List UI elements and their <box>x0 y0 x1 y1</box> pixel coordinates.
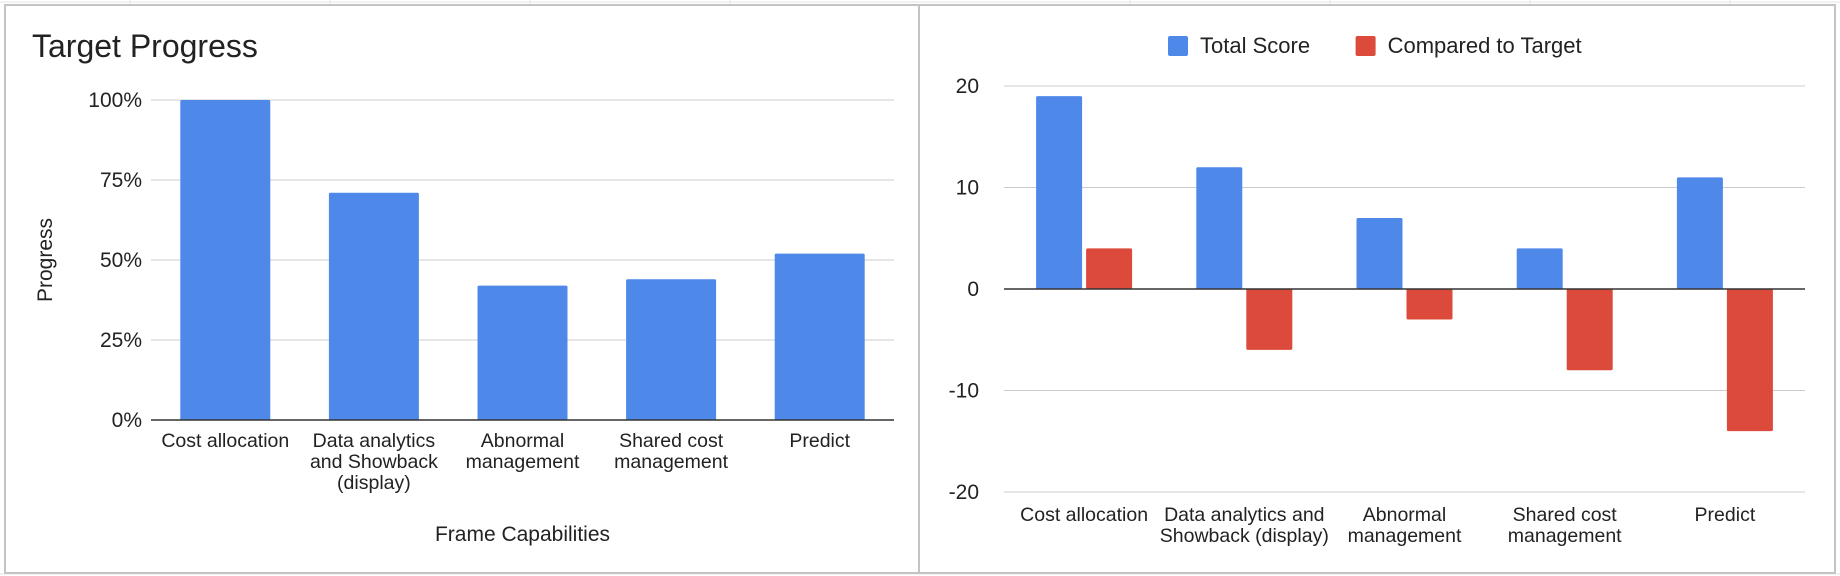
x-category-label-line: management <box>1508 525 1622 547</box>
score-comparison-chart-panel[interactable]: -20 -10 0 10 20 Cost allocation Data analytics… <box>918 4 1836 574</box>
bar <box>1086 248 1133 289</box>
y-tick-label: 25% <box>100 329 142 352</box>
bar <box>1356 217 1403 289</box>
y-tick-label: -20 <box>949 481 979 504</box>
x-category-label-line: management <box>1348 525 1462 547</box>
legend-swatch <box>1355 36 1376 56</box>
x-category-label: Data analytics and Showback (display) <box>310 430 438 494</box>
target-progress-chart-panel[interactable]: 0% 25% 50% 75% 100% Target Progress Progress Fr… <box>4 4 920 574</box>
x-category-label: Abnormal management <box>466 430 580 473</box>
chart-title: Target Progress <box>32 28 258 64</box>
x-category-label: Cost allocation <box>1020 504 1148 526</box>
x-category-label-line: management <box>614 451 728 473</box>
x-category-label: Shared cost management <box>614 430 728 473</box>
score-comparison-chart: -20 -10 0 10 20 Cost allocation Data analytics… <box>949 33 1805 547</box>
x-category-label: Predict <box>789 430 850 452</box>
x-category-label: Abnormal management <box>1348 504 1462 547</box>
x-axis-title: Frame Capabilities <box>435 523 610 546</box>
target-progress-chart: 0% 25% 50% 75% 100% Target Progress Progress Fr… <box>32 28 894 546</box>
bar <box>477 285 568 420</box>
bar <box>328 192 419 420</box>
bar <box>1516 248 1563 289</box>
x-category-label-line: Predict <box>789 430 850 452</box>
bar <box>1406 289 1453 320</box>
x-category-label-line: and Showback <box>310 451 438 473</box>
bar <box>1676 177 1723 289</box>
bar <box>774 253 865 420</box>
bar <box>1246 289 1293 350</box>
y-tick-label: 100% <box>88 89 142 112</box>
y-tick-label: 0% <box>112 409 142 432</box>
x-category-label-line: Predict <box>1695 504 1756 526</box>
x-category-label-line: Data analytics and <box>1164 504 1324 526</box>
y-tick-label: 50% <box>100 249 142 272</box>
x-category-label-line: Data analytics <box>313 430 436 452</box>
x-category-label-line: Abnormal <box>481 430 564 452</box>
legend-entry: Compared to Target <box>1388 33 1582 58</box>
x-category-label-line: Showback (display) <box>1160 525 1329 547</box>
x-category-label-line: Cost allocation <box>1020 504 1148 526</box>
x-category-label: Data analytics and Showback (display) <box>1160 504 1329 547</box>
y-tick-label: 75% <box>100 169 142 192</box>
x-category-label-line: Cost allocation <box>161 430 289 452</box>
x-category-label: Predict <box>1695 504 1756 526</box>
bar <box>1566 289 1613 371</box>
legend-swatch <box>1168 36 1188 56</box>
bar <box>1196 167 1243 289</box>
x-category-label: Shared cost management <box>1508 504 1622 547</box>
x-category-label: Cost allocation <box>161 430 289 452</box>
y-tick-label: 0 <box>967 278 979 301</box>
x-category-label-line: Shared cost <box>619 430 724 452</box>
bar <box>1726 289 1773 432</box>
y-tick-label: 10 <box>956 177 979 200</box>
y-tick-label: 20 <box>956 75 979 98</box>
legend-entry: Total Score <box>1200 33 1310 58</box>
x-category-label-line: Abnormal <box>1363 504 1446 526</box>
y-tick-label: -10 <box>949 380 979 403</box>
x-category-label-line: management <box>466 451 580 473</box>
x-category-label-line: Shared cost <box>1513 504 1618 526</box>
bar <box>626 279 717 420</box>
bar <box>180 100 271 420</box>
bar <box>1036 96 1083 290</box>
y-axis-title: Progress <box>34 218 57 302</box>
x-category-label-line: (display) <box>337 472 411 494</box>
